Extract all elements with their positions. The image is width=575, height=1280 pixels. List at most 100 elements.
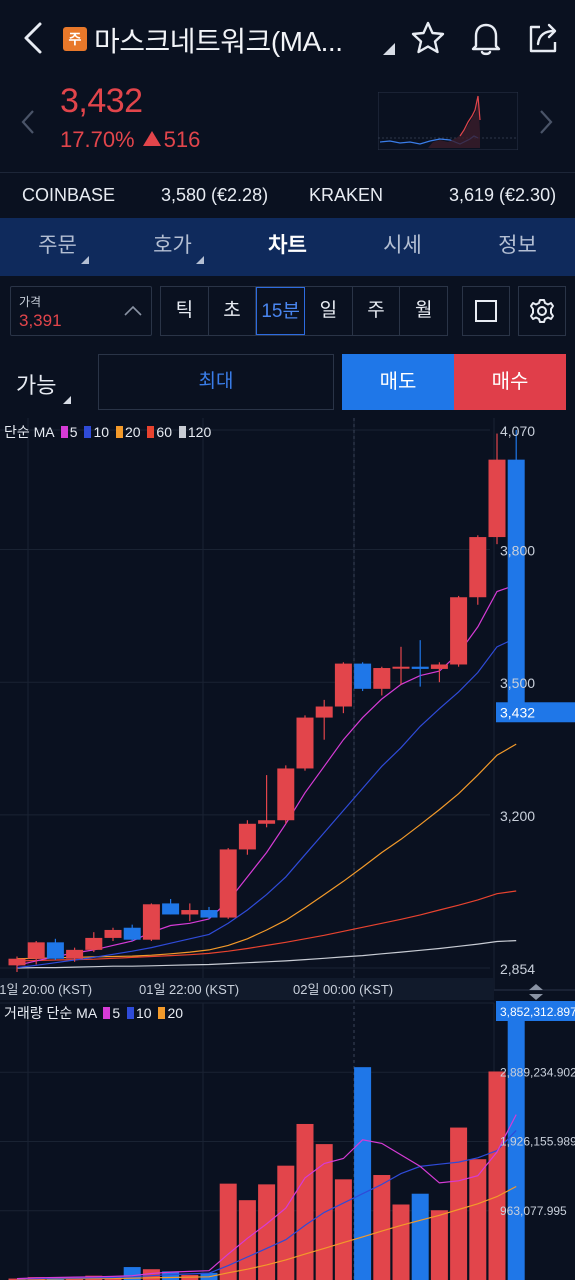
volume-bar	[469, 1159, 487, 1280]
candle-body	[66, 949, 84, 959]
share-icon[interactable]	[524, 18, 564, 58]
volume-ma-legend-title: 거래량 단순 MA	[4, 1005, 97, 1021]
vol-ma5-color-swatch	[103, 1007, 111, 1019]
ma60-label: 60	[156, 424, 172, 440]
candle-body	[27, 942, 45, 959]
exchange-name-coinbase: COINBASE	[22, 185, 116, 205]
price-summary: 3,432 17.70% 516	[0, 80, 575, 170]
volume-bar	[296, 1123, 314, 1280]
period-selector: 틱 초 15분 일 주 월	[160, 286, 448, 336]
prev-coin-arrow-icon[interactable]	[20, 108, 36, 136]
current-price-tag-label: 3,432	[500, 704, 535, 720]
ma60-color-swatch	[147, 426, 155, 438]
tab-order[interactable]: 주문	[0, 218, 115, 276]
available-dropdown-icon[interactable]	[63, 396, 71, 404]
chart-settings-button[interactable]	[518, 286, 566, 336]
volume-bar	[219, 1183, 237, 1280]
price-ma120-line	[16, 940, 517, 969]
period-week[interactable]: 주	[353, 287, 401, 335]
period-month[interactable]: 월	[414, 300, 433, 321]
volume-bar	[238, 1200, 256, 1280]
bell-icon[interactable]	[466, 18, 506, 58]
candle-body	[85, 937, 103, 950]
available-label[interactable]: 가능	[16, 373, 57, 398]
candle-body	[373, 668, 391, 689]
price-ma60-line	[16, 890, 517, 962]
fullscreen-button[interactable]	[462, 286, 510, 336]
buy-button[interactable]: 매수	[454, 354, 566, 410]
max-button[interactable]: 최대	[98, 354, 334, 410]
candle-body	[488, 459, 506, 538]
chevron-up-icon[interactable]	[123, 303, 143, 319]
volume-bar	[277, 1165, 295, 1280]
candle-body	[430, 664, 448, 669]
sell-button[interactable]: 매도	[342, 354, 454, 410]
volume-bar	[392, 1204, 410, 1280]
tab-chart[interactable]: 차트	[230, 218, 345, 276]
up-triangle-icon	[142, 131, 161, 146]
candle-body	[411, 666, 429, 669]
tab-order-label: 주문	[38, 234, 77, 257]
price-axis-label: 4,070	[500, 423, 535, 439]
candle-body	[123, 927, 141, 940]
candle-body	[469, 537, 487, 598]
exchange-price-row: COINBASE 3,580 (€2.28) KRAKEN 3,619 (€2.…	[0, 172, 575, 216]
vol-ma20-color-swatch	[158, 1007, 166, 1019]
candle-body	[296, 717, 314, 769]
price-sparkline	[378, 92, 518, 150]
tab-market-label: 시세	[383, 234, 422, 257]
ma5-color-swatch	[60, 426, 68, 438]
price-ma10-line	[16, 637, 517, 969]
vol-ma5-label: 5	[112, 1005, 121, 1021]
ma120-label: 120	[187, 424, 212, 440]
volume-bar	[507, 1003, 525, 1280]
candle-body	[315, 706, 333, 718]
vol-ma10-label: 10	[136, 1005, 152, 1021]
candle-body	[450, 597, 468, 665]
ma20-color-swatch	[115, 426, 123, 438]
candle-body	[104, 929, 122, 938]
time-axis-label: 02일 00:00 (KST)	[293, 982, 393, 997]
ma10-color-swatch	[84, 426, 92, 438]
ma5-label: 5	[69, 424, 78, 440]
candle-body	[162, 903, 180, 915]
price-ma-legend: 단순 MA 5 10 20 60 120	[4, 422, 211, 442]
candle-body	[46, 942, 64, 959]
main-tab-bar: 주문 호가 차트 시세 정보	[0, 218, 575, 276]
next-coin-arrow-icon[interactable]	[538, 108, 554, 136]
tab-orderbook[interactable]: 호가	[115, 218, 230, 276]
time-axis-label: 01일 22:00 (KST)	[139, 982, 239, 997]
change-amount: 516	[163, 127, 201, 152]
chart-area[interactable]: 4,070 3,800 3,500 3,200 2,854 3,432 01일 20:00…	[0, 418, 575, 1280]
price-input[interactable]: 가격 3,391	[10, 286, 152, 336]
volume-axis-label: 1,926,155.989	[500, 1135, 575, 1149]
time-axis-label: 01일 20:00 (KST)	[0, 982, 92, 997]
volume-bar	[334, 1179, 352, 1280]
ma20-label: 20	[124, 424, 141, 440]
candle-body	[258, 820, 276, 824]
ma10-label: 10	[93, 424, 110, 440]
volume-axis-label: 963,077.995	[500, 1204, 567, 1218]
volume-bar	[354, 1067, 372, 1280]
candle-body	[354, 663, 372, 689]
period-tick[interactable]: 틱	[161, 287, 209, 335]
tab-market[interactable]: 시세	[345, 218, 460, 276]
price-axis-label: 2,854	[500, 961, 535, 977]
star-icon[interactable]	[408, 18, 448, 58]
price-chart-canvas[interactable]: 4,070 3,800 3,500 3,200 2,854 3,432 01일 20:00…	[0, 418, 575, 1280]
tab-info-label: 정보	[498, 234, 537, 257]
back-arrow-icon[interactable]	[18, 18, 48, 58]
current-price-tag	[496, 702, 575, 723]
candle-body	[219, 849, 237, 918]
period-15min[interactable]: 15분	[256, 287, 306, 335]
tab-info[interactable]: 정보	[460, 218, 575, 276]
price-input-value: 3,391	[19, 311, 62, 330]
coin-title[interactable]: 마스크네트워크(MA...	[94, 26, 343, 57]
exchange-price-coinbase: 3,580 (€2.28)	[161, 185, 269, 205]
tab-dropdown-icon	[196, 256, 204, 264]
title-dropdown-icon[interactable]	[382, 42, 396, 56]
period-second[interactable]: 초	[209, 287, 257, 335]
period-day[interactable]: 일	[305, 287, 353, 335]
price-axis-label: 3,800	[500, 542, 535, 558]
volume-ma-legend: 거래량 단순 MA 5 10 20	[4, 1003, 183, 1023]
